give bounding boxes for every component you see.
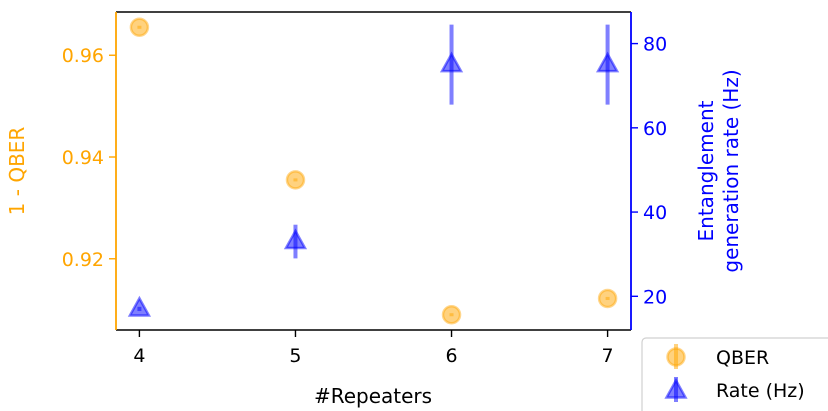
rate-point <box>127 295 152 317</box>
x-tick-label: 7 <box>602 345 614 367</box>
x-axis-label: #Repeaters <box>314 384 432 408</box>
qber-point <box>129 17 150 38</box>
legend-qber-symbol <box>666 347 686 367</box>
right-tick-label: 80 <box>643 34 667 56</box>
legend-qber-label: QBER <box>716 347 769 369</box>
left-axis-label: 1 - QBER <box>5 127 29 216</box>
legend: QBER Rate (Hz) <box>641 337 828 411</box>
right-tick-label: 40 <box>643 202 667 224</box>
legend-rate-symbol <box>664 377 688 399</box>
right-axis-ticks: 20 40 60 80 <box>631 34 667 308</box>
legend-box <box>641 337 828 411</box>
qber-point <box>285 170 306 190</box>
right-tick-label: 20 <box>643 286 667 308</box>
x-tick-label: 6 <box>445 345 457 367</box>
legend-rate-label: Rate (Hz) <box>716 380 805 402</box>
plot-marks <box>127 17 620 325</box>
right-axis-label-line2: generation rate (Hz) <box>719 69 743 272</box>
left-tick-label: 0.96 <box>62 45 104 67</box>
left-tick-label: 0.94 <box>62 147 104 169</box>
qber-point <box>441 304 462 325</box>
x-axis-ticks: 4 5 6 7 <box>133 330 614 367</box>
rate-point <box>439 51 464 73</box>
left-tick-label: 0.92 <box>62 249 104 271</box>
right-tick-label: 60 <box>643 118 667 140</box>
rate-point <box>283 228 308 250</box>
legend-qber-marker <box>666 344 686 369</box>
x-tick-label: 4 <box>133 345 145 367</box>
right-axis-label-line1: Entanglement <box>694 100 718 241</box>
legend-rate-marker <box>664 377 688 402</box>
qber-point <box>597 288 618 309</box>
rate-point <box>595 51 620 73</box>
x-tick-label: 5 <box>289 345 301 367</box>
left-axis-ticks: 0.92 0.94 0.96 <box>62 45 116 271</box>
